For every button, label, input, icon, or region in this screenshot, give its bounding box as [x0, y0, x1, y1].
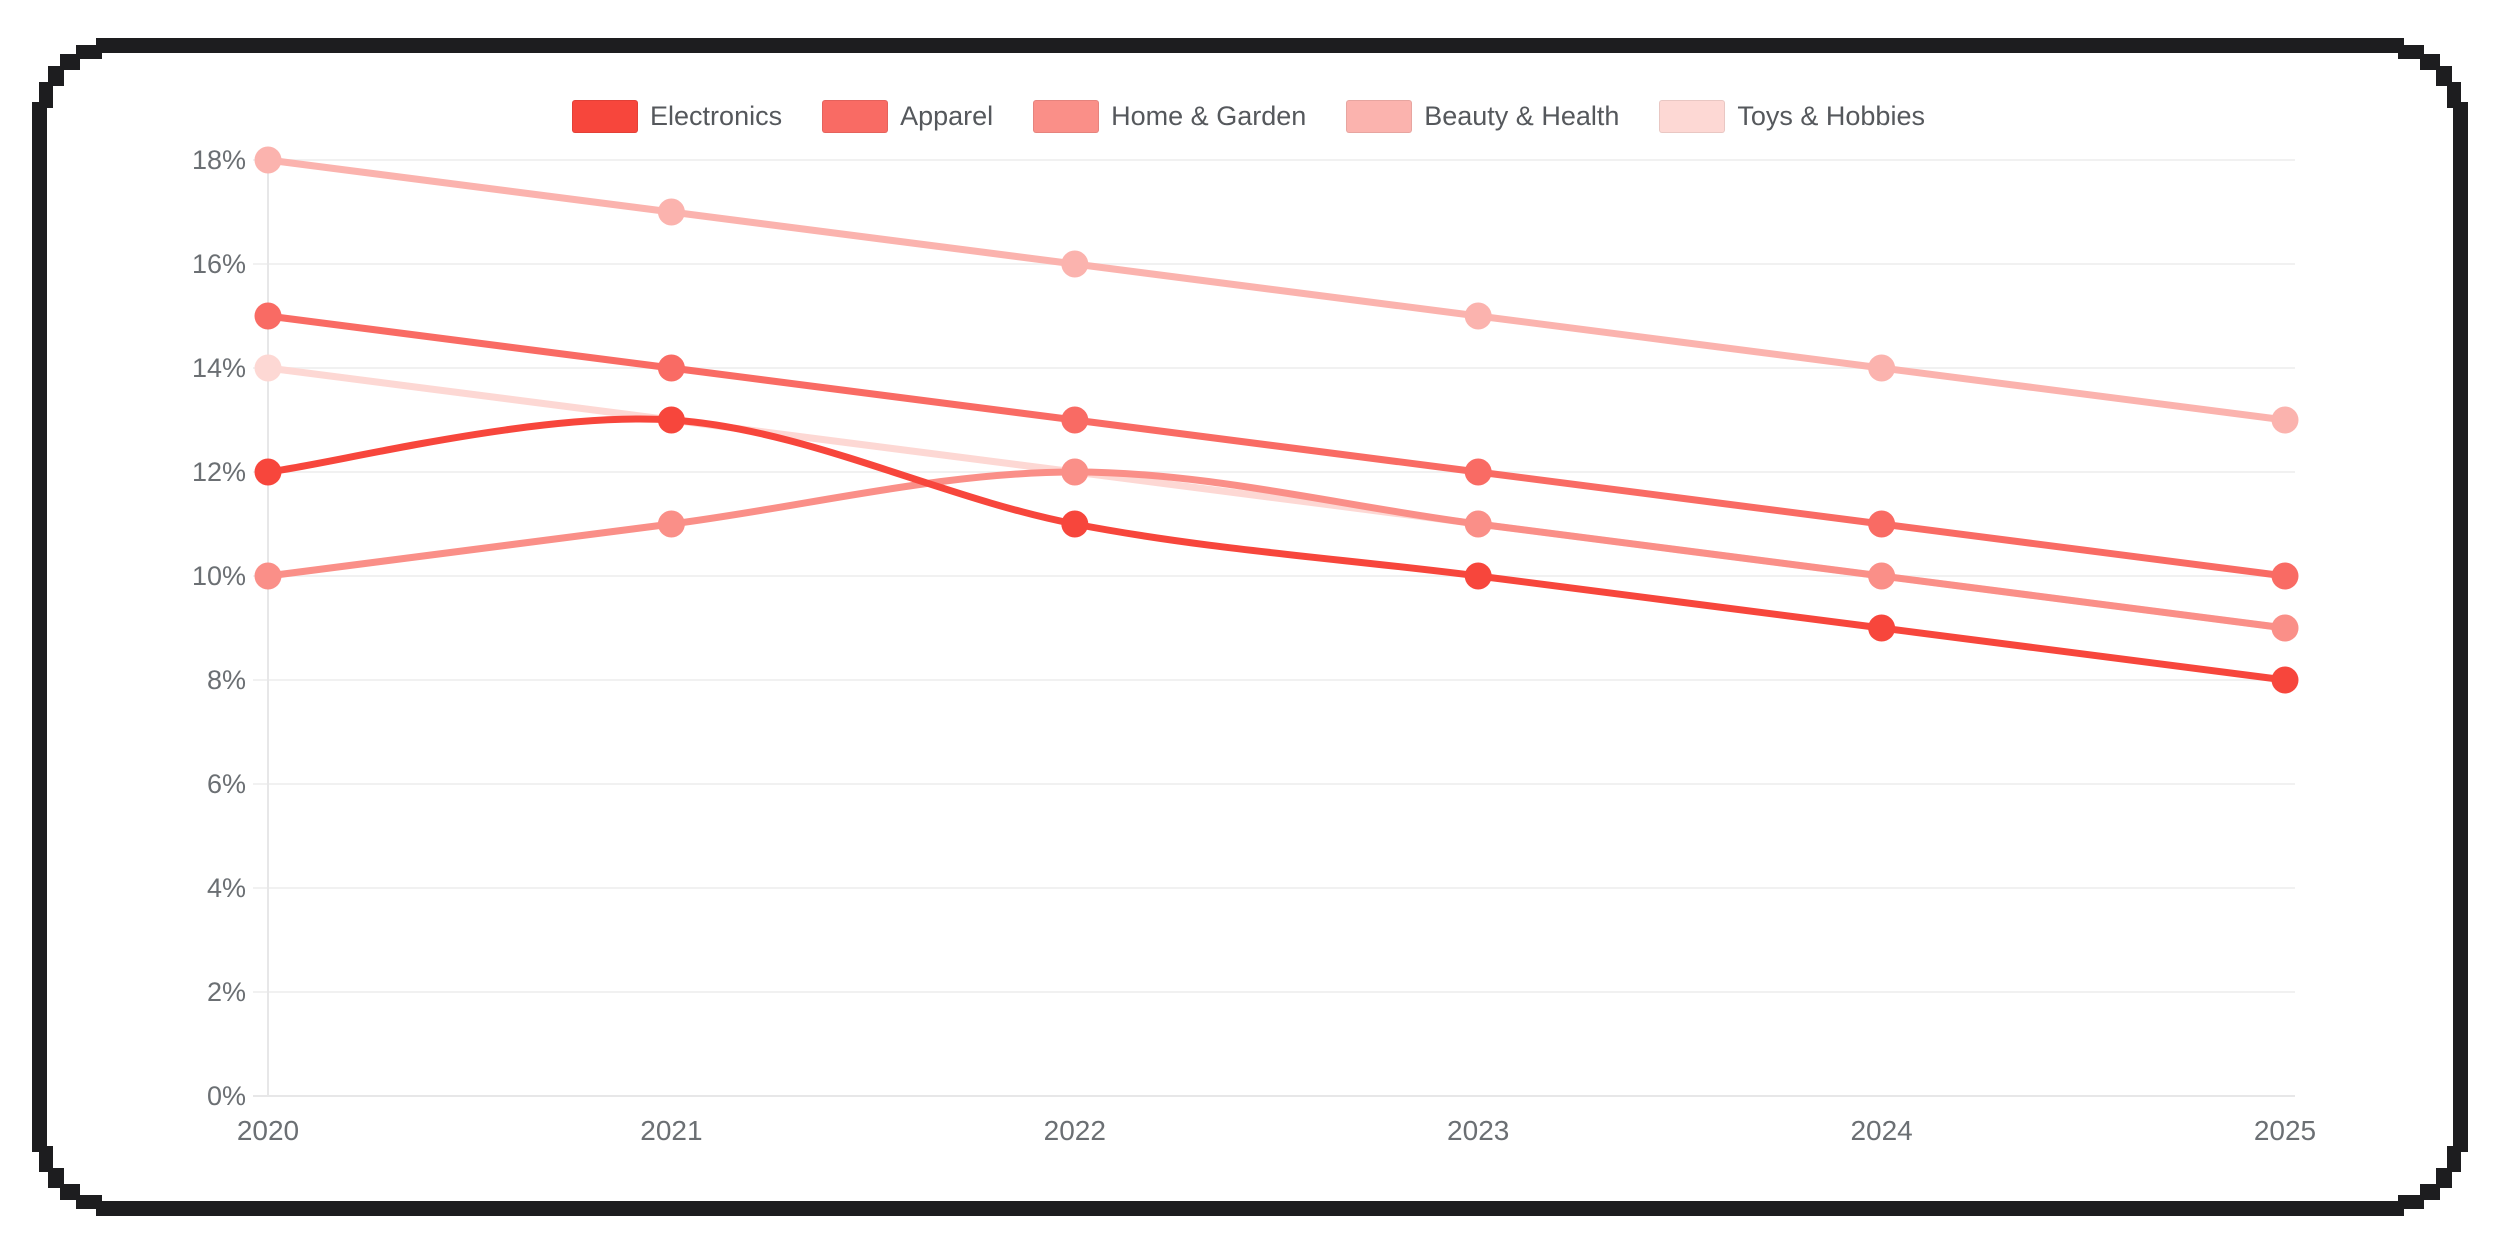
legend-item-electronics[interactable]: Electronics [572, 100, 782, 133]
frame-corner-bottom-left [48, 1168, 64, 1188]
frame-corner-top-right [2447, 82, 2461, 108]
data-point-apparel-2020[interactable] [254, 302, 282, 330]
frame-corner-bottom-left [32, 1112, 47, 1152]
x-axis-tick-label-2020: 2020 [237, 1115, 299, 1146]
data-point-home-garden-2024[interactable] [1868, 562, 1896, 590]
y-axis-tick-label: 0% [207, 1081, 246, 1111]
series-line-apparel[interactable] [264, 312, 2289, 580]
legend-label-beauty-health: Beauty & Health [1424, 101, 1620, 131]
frame-corner-bottom-left [96, 1201, 136, 1216]
data-point-beauty-health-2024[interactable] [1868, 354, 1896, 382]
data-point-apparel-2023[interactable] [1464, 458, 1492, 486]
data-point-toys-hobbies-2020[interactable] [254, 354, 282, 382]
x-axis-tick-label-2023: 2023 [1447, 1115, 1509, 1146]
frame-corner-top-left [32, 102, 47, 142]
data-point-electronics-2022[interactable] [1061, 510, 1089, 538]
legend-item-beauty-health[interactable]: Beauty & Health [1346, 100, 1619, 133]
legend-label-apparel: Apparel [900, 101, 994, 131]
legend-label-home-garden: Home & Garden [1111, 101, 1307, 131]
legend-item-apparel[interactable]: Apparel [822, 100, 993, 133]
x-axis-tick-label-2024: 2024 [1850, 1115, 1912, 1146]
data-point-electronics-2020[interactable] [254, 458, 282, 486]
data-point-beauty-health-2021[interactable] [657, 198, 685, 226]
frame-corner-bottom-right [2447, 1146, 2461, 1172]
series-line-beauty-health[interactable] [264, 156, 2289, 424]
y-axis-tick-label: 8% [207, 665, 246, 695]
frame-corner-top-right [2364, 38, 2404, 53]
data-point-beauty-health-2020[interactable] [254, 146, 282, 174]
legend-label-electronics: Electronics [650, 101, 783, 131]
data-point-electronics-2024[interactable] [1868, 614, 1896, 642]
frame-corner-bottom-right [2420, 1184, 2440, 1200]
data-point-home-garden-2023[interactable] [1464, 510, 1492, 538]
frame-corner-top-right [2436, 66, 2452, 86]
data-point-home-garden-2020[interactable] [254, 562, 282, 590]
frame-left-edge [32, 142, 47, 1112]
legend-swatch-home-garden[interactable] [1033, 100, 1100, 133]
legend-swatch-toys-hobbies[interactable] [1659, 100, 1726, 133]
data-point-beauty-health-2023[interactable] [1464, 302, 1492, 330]
data-point-apparel-2024[interactable] [1868, 510, 1896, 538]
frame-corner-bottom-left [39, 1146, 53, 1172]
series-line-home-garden[interactable] [264, 468, 2289, 632]
data-point-electronics-2023[interactable] [1464, 562, 1492, 590]
y-axis-tick-label: 12% [192, 457, 246, 487]
frame-corner-bottom-right [2436, 1168, 2452, 1188]
legend-swatch-beauty-health[interactable] [1346, 100, 1413, 133]
data-point-apparel-2025[interactable] [2271, 562, 2299, 590]
y-axis-tick-label: 4% [207, 873, 246, 903]
frame-corner-top-right [2453, 102, 2468, 142]
x-axis-tick-label-2021: 2021 [640, 1115, 702, 1146]
y-axis-tick-label: 6% [207, 769, 246, 799]
frame-top-edge [136, 38, 2364, 53]
frame-corner-top-right [2420, 54, 2440, 70]
x-axis-tick-label-2025: 2025 [2254, 1115, 2316, 1146]
frame-corner-bottom-right [2453, 1112, 2468, 1152]
data-point-home-garden-2021[interactable] [657, 510, 685, 538]
frame-corner-top-left [39, 82, 53, 108]
frame-corner-bottom-left [60, 1184, 80, 1200]
frame-corner-bottom-right [2364, 1201, 2404, 1216]
legend-swatch-electronics[interactable] [572, 100, 639, 133]
frame-corner-bottom-right [2398, 1195, 2424, 1209]
data-point-home-garden-2022[interactable] [1061, 458, 1089, 486]
frame-corner-top-left [76, 45, 102, 59]
data-point-beauty-health-2022[interactable] [1061, 250, 1089, 278]
y-axis-tick-label: 18% [192, 145, 246, 175]
data-point-electronics-2021[interactable] [657, 406, 685, 434]
y-axis-tick-label: 10% [192, 561, 246, 591]
frame-corner-top-left [60, 54, 80, 70]
frame-right-edge [2453, 142, 2468, 1112]
frame-corner-top-left [96, 38, 136, 53]
legend-swatch-apparel[interactable] [822, 100, 889, 133]
frame-corner-bottom-left [76, 1195, 102, 1209]
data-point-apparel-2021[interactable] [657, 354, 685, 382]
data-point-home-garden-2025[interactable] [2271, 614, 2299, 642]
y-axis-tick-label: 2% [207, 977, 246, 1007]
legend-label-toys-hobbies: Toys & Hobbies [1737, 101, 1925, 131]
data-point-apparel-2022[interactable] [1061, 406, 1089, 434]
frame-bottom-edge [136, 1201, 2364, 1216]
series-line-electronics[interactable] [264, 415, 2289, 684]
data-point-beauty-health-2025[interactable] [2271, 406, 2299, 434]
frame-corner-top-right [2398, 45, 2424, 59]
frame-corner-top-left [48, 66, 64, 86]
legend-item-home-garden[interactable]: Home & Garden [1033, 100, 1306, 133]
x-axis-tick-label-2022: 2022 [1044, 1115, 1106, 1146]
chart-legend: Electronics Apparel Home & Garden Beauty & … [0, 100, 2497, 133]
y-axis-tick-label: 14% [192, 353, 246, 383]
legend-item-toys-hobbies[interactable]: Toys & Hobbies [1659, 100, 1925, 133]
y-axis-tick-label: 16% [192, 249, 246, 279]
data-point-electronics-2025[interactable] [2271, 666, 2299, 694]
